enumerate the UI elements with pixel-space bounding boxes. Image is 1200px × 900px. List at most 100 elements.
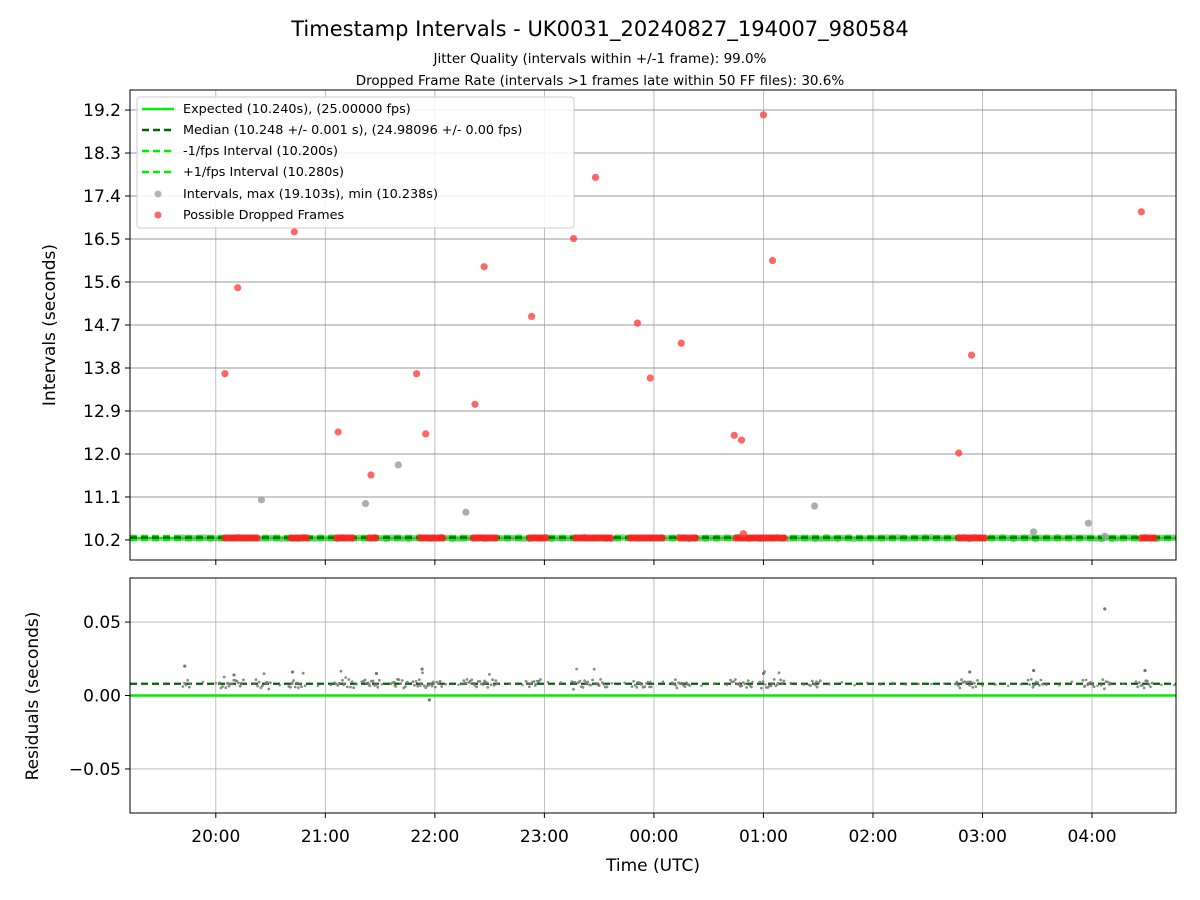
residual-point-270 <box>265 682 269 685</box>
dropped-point-5 <box>413 370 421 378</box>
residual-point-186 <box>743 682 747 686</box>
residual-point-84 <box>422 684 426 688</box>
residual-point-93 <box>437 682 440 686</box>
residual-point-114 <box>489 683 493 687</box>
residual-point-331 <box>1045 683 1048 687</box>
residual-point-330 <box>1032 683 1035 687</box>
residual-point-20 <box>242 678 245 682</box>
res-x-tick-label-0: 20:00 <box>191 827 240 847</box>
residual-point-271 <box>278 683 282 687</box>
residual-point-65 <box>378 678 381 682</box>
residual-point-43 <box>336 684 340 687</box>
residual-point-22 <box>256 684 259 688</box>
res-y-tick-label-0: 0.05 <box>83 613 121 633</box>
residual-point-226 <box>971 686 975 689</box>
residual-point-240 <box>1081 678 1085 682</box>
dropped-band-3-point-2 <box>371 534 380 542</box>
intervals-marks <box>130 111 1177 543</box>
res-x-tick-label-5: 01:00 <box>739 827 788 847</box>
residual-point-258 <box>1142 686 1146 690</box>
dropped-band-11-point-8 <box>980 534 989 542</box>
residual-point-198 <box>769 684 773 688</box>
residual-point-312 <box>802 683 805 686</box>
dropped-point-15 <box>730 431 738 439</box>
chart-subtitle-dropped: Dropped Frame Rate (intervals >1 frames … <box>356 73 845 89</box>
residual-point-209 <box>810 679 814 683</box>
residual-point-294 <box>572 681 575 684</box>
residual-point-339 <box>1147 683 1150 686</box>
residual-point-128 <box>539 678 542 681</box>
residual-point-233 <box>1031 685 1035 689</box>
residual-point-236 <box>1036 681 1040 684</box>
residual-point-272 <box>291 681 294 684</box>
residual-outlier-9 <box>1032 668 1036 673</box>
residual-point-130 <box>572 687 575 691</box>
residual-point-276 <box>342 683 345 687</box>
dropped-point-16 <box>737 436 746 444</box>
residual-point-264 <box>188 682 192 686</box>
residual-point-304 <box>700 684 703 687</box>
dropped-point-21 <box>967 351 976 359</box>
residual-point-327 <box>994 683 997 686</box>
y-tick-label-6: 15.6 <box>83 273 121 293</box>
residual-point-208 <box>809 684 813 687</box>
residual-point-281 <box>406 680 409 684</box>
residual-point-13 <box>230 682 234 686</box>
residual-outlier-6 <box>761 671 766 676</box>
residual-point-302 <box>674 684 678 687</box>
dropped-point-0 <box>221 370 229 378</box>
residual-point-284 <box>444 682 448 686</box>
res-y-tick-label-2: −0.05 <box>69 760 121 780</box>
residual-point-325 <box>968 680 971 683</box>
residual-point-0 <box>181 685 185 688</box>
dropped-band-7-point-11 <box>607 534 615 542</box>
residual-point-319 <box>891 681 895 685</box>
residual-point-119 <box>524 679 528 683</box>
residual-point-164 <box>649 685 653 689</box>
residual-point-278 <box>367 682 371 686</box>
residual-point-219 <box>960 678 963 682</box>
residual-outlier-1 <box>232 673 236 677</box>
residual-point-120 <box>526 682 530 685</box>
residual-point-279 <box>380 683 384 686</box>
y-tick-label-2: 12.0 <box>83 445 121 465</box>
residual-point-338 <box>1134 680 1138 683</box>
residual-point-75 <box>404 685 407 688</box>
residual-point-103 <box>472 681 475 685</box>
residual-point-168 <box>675 686 679 690</box>
residual-point-242 <box>1084 678 1088 682</box>
residual-point-333 <box>1070 680 1074 684</box>
residual-outlier-2 <box>290 670 295 674</box>
residual-point-254 <box>1136 685 1140 689</box>
residual-outlier-0 <box>183 664 187 668</box>
residual-point-283 <box>431 680 435 684</box>
residual-point-227 <box>972 681 976 685</box>
residual-point-83 <box>421 671 424 675</box>
residual-point-107 <box>478 679 482 683</box>
residual-point-177 <box>729 678 732 682</box>
residual-point-162 <box>646 680 650 684</box>
residual-point-124 <box>532 680 536 683</box>
residual-point-26 <box>262 672 266 676</box>
residual-point-99 <box>465 678 469 681</box>
residual-point-224 <box>968 683 971 687</box>
residual-point-243 <box>1086 683 1090 687</box>
residual-point-11 <box>227 684 231 688</box>
dropped-point-13 <box>646 374 654 382</box>
residual-point-63 <box>374 683 378 687</box>
residual-point-307 <box>738 681 741 685</box>
residual-point-180 <box>734 678 737 681</box>
residual-point-218 <box>958 686 962 690</box>
residual-point-282 <box>419 684 422 688</box>
res-x-tick-label-7: 03:00 <box>958 827 1007 847</box>
dropped-point-14 <box>677 339 685 347</box>
residual-point-295 <box>585 682 588 685</box>
dropped-point-7 <box>471 400 479 408</box>
res-x-tick-label-3: 23:00 <box>520 827 569 847</box>
residual-point-171 <box>680 681 684 685</box>
residual-point-141 <box>589 683 593 687</box>
res-y-tick-label-1: 0.00 <box>83 687 121 707</box>
residual-point-248 <box>1099 683 1103 687</box>
residual-point-3 <box>186 678 190 682</box>
residual-point-79 <box>414 680 418 683</box>
